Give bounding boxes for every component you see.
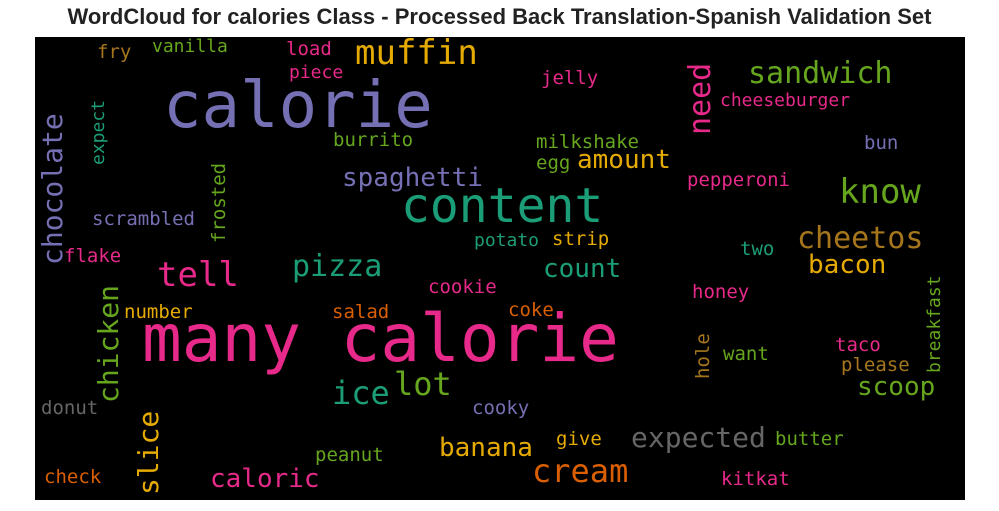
word-bun: bun [864,132,899,154]
word-give: give [556,428,602,450]
word-milkshake: milkshake [536,131,639,153]
word-potato: potato [474,230,540,251]
word-frosted: frosted [208,162,230,243]
word-pizza: pizza [292,249,383,284]
word-scrambled: scrambled [92,208,195,230]
word-tell: tell [157,255,239,295]
word-ice: ice [332,374,390,412]
word-slice: slice [132,410,165,495]
word-peanut: peanut [315,444,384,466]
word-cooky: cooky [472,397,530,419]
word-piece: piece [289,62,344,83]
word-burrito: burrito [333,129,414,151]
word-fry: fry [97,41,132,63]
word-strip: strip [552,228,610,250]
word-cheeseburger: cheeseburger [720,90,851,111]
word-two: two [740,238,775,260]
word-breakfast: breakfast [924,275,945,373]
word-salad: salad [332,301,390,323]
word-bacon: bacon [808,250,887,280]
word-lot: lot [394,365,452,403]
word-spaghetti: spaghetti [342,163,483,193]
word-content: content [401,178,604,234]
word-check: check [44,466,102,488]
word-want: want [723,343,769,365]
word-honey: honey [692,281,750,303]
word-egg: egg [536,152,571,174]
word-butter: butter [775,428,844,450]
word-pepperoni: pepperoni [687,169,790,191]
word-calorie: calorie [163,69,433,143]
word-please: please [841,354,910,376]
word-kitkat: kitkat [721,468,790,490]
word-load: load [286,38,332,60]
word-caloric: caloric [210,464,320,494]
word-banana: banana [439,433,533,463]
word-scoop: scoop [857,372,936,402]
word-cream: cream [532,452,629,490]
word-cookie: cookie [428,276,497,298]
chart-title: WordCloud for calories Class - Processed… [67,4,932,29]
word-expect: expect [88,99,109,165]
word-muffin: muffin [355,37,478,73]
word-hole: hole [692,333,714,379]
word-coke: coke [508,299,554,321]
word-vanilla: vanilla [152,37,228,57]
word-number: number [124,301,193,323]
word-expected: expected [631,421,766,454]
word-cloud-canvas: many calorie calorie content muffin sand… [35,37,965,500]
word-know: know [839,172,921,212]
word-sandwich: sandwich [748,56,893,91]
word-many-calorie: many calorie [142,300,619,377]
word-taco: taco [835,334,881,356]
word-donut: donut [41,397,99,419]
word-amount: amount [577,145,671,175]
word-count: count [543,254,622,284]
word-cheetos: cheetos [797,221,924,256]
word-chocolate: chocolate [36,113,69,265]
word-flake: flake [64,245,122,267]
word-jelly: jelly [541,67,599,89]
word-need: need [683,62,718,135]
word-chicken: chicken [92,284,125,403]
